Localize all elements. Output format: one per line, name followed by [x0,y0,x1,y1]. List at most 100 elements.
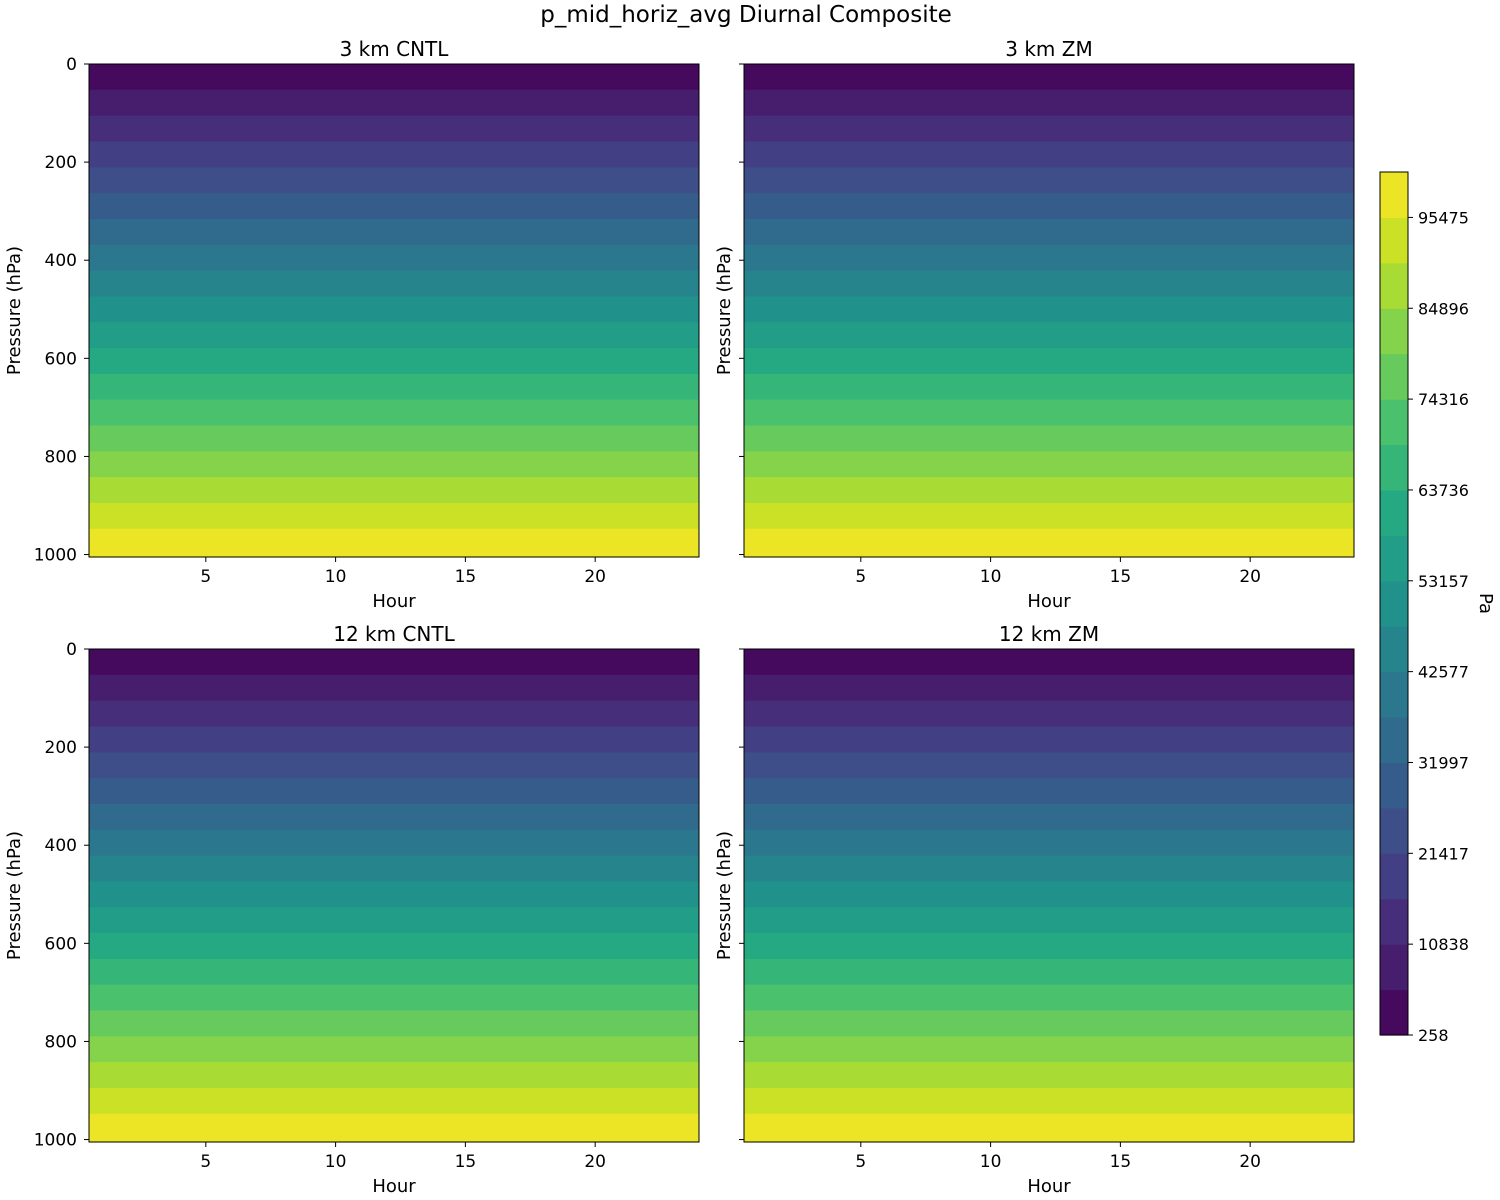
y-tick-label: 600 [45,349,77,369]
contour-band [89,193,699,220]
contour-band [89,752,699,779]
y-axis-label: Pressure (hPa) [4,831,25,960]
panel-title: 12 km CNTL [333,622,455,646]
x-tick-label: 15 [455,567,477,587]
contour-band [744,244,1354,272]
contour-band [89,700,699,728]
colorbar-tick-label: 53157 [1418,572,1469,591]
x-tick-label: 5 [855,1152,866,1172]
x-tick-label: 5 [855,567,866,587]
y-tick-label: 800 [45,447,77,467]
contour-band [89,829,699,857]
contour-band [744,270,1354,297]
x-axis-label: Hour [372,591,416,612]
contour-band [89,649,699,676]
colorbar-label: Pa [1475,593,1496,614]
contour-band [89,932,699,960]
x-axis-label: Hour [372,1176,416,1197]
y-tick-label: 1000 [34,1131,77,1151]
contour-band [744,218,1354,246]
colorbar-tick-label: 31997 [1418,753,1469,772]
x-tick-label: 15 [455,1152,477,1172]
colorbar-frame [1379,171,1409,1036]
panel-4: 12 km ZM 5 10 15 20 Hour Pressure (hPa) [714,622,1355,1197]
axes-frame [743,63,1355,558]
contour-band [744,778,1354,805]
colorbar-band [1380,717,1408,764]
contour-band [744,829,1354,857]
contour-band [744,1062,1354,1089]
contour-band [744,296,1354,323]
contour-band [89,1010,699,1037]
contour-band [744,347,1354,375]
contour-band [89,1113,699,1143]
colorbar-band [1380,762,1408,809]
contour-band [89,115,699,143]
axes-frame [88,63,700,558]
colorbar-tick-label: 21417 [1418,844,1469,863]
contour-band [89,89,699,117]
colorbar-band [1380,308,1408,355]
colorbar-band [1380,626,1408,673]
panel-3: 12 km CNTL 5 10 15 20 Hour 0 200 400 600 800 1000 Pr… [4,622,700,1197]
colorbar-band [1380,489,1408,536]
contour-band [89,399,699,427]
y-tick-label: 400 [45,836,77,856]
x-tick-label: 15 [1110,1152,1132,1172]
x-tick-label: 20 [584,567,606,587]
panel-title: 3 km CNTL [340,37,450,61]
colorbar-tick-label: 42577 [1418,663,1469,682]
x-tick-label: 10 [980,567,1002,587]
x-tick-label: 10 [980,1152,1002,1172]
colorbar-band [1380,853,1408,900]
x-tick-label: 20 [1239,567,1261,587]
panel-2: 3 km ZM 5 10 15 20 Hour Pressure (hPa) [714,37,1355,612]
colorbar-tick-label: 84896 [1418,299,1469,318]
y-tick-label: 800 [45,1032,77,1052]
contour-band [744,425,1354,452]
contour-band [89,425,699,452]
y-tick-label: 0 [66,640,77,660]
x-tick-label: 15 [1110,567,1132,587]
contour-band [744,649,1354,676]
colorbar-tick-label: 258 [1418,1026,1449,1045]
colorbar-band [1380,807,1408,854]
contour-band [89,778,699,805]
contour-band [744,700,1354,728]
contour-band [744,373,1354,401]
axes-frame [743,648,1355,1143]
contour-band [89,218,699,246]
contour-band [744,1036,1354,1063]
contour-band [89,167,699,194]
contour-band [744,932,1354,960]
contour-band [89,502,699,530]
contour-band [744,984,1354,1012]
contour-band [744,907,1354,934]
contour-band [89,984,699,1012]
x-tick-label: 10 [325,567,347,587]
contour-band [89,726,699,753]
y-tick-label: 400 [45,251,77,271]
colorbar-band [1380,172,1408,219]
colorbar-band [1380,217,1408,264]
colorbar: 258 10838 21417 31997 42577 53157 63736 74316 84… [1379,171,1496,1045]
contour-band [744,502,1354,530]
contour-band [744,674,1354,702]
panel-title: 3 km ZM [1005,37,1092,61]
contour-band [89,296,699,323]
contour-band [89,270,699,297]
colorbar-band [1380,671,1408,718]
contour-band [89,907,699,934]
contour-band [744,855,1354,882]
contour-band [89,881,699,908]
contour-band [744,726,1354,753]
contour-band [744,1010,1354,1037]
contour-band [89,64,699,91]
contour-band [89,451,699,478]
contour-band [744,89,1354,117]
y-tick-label: 600 [45,934,77,954]
colorbar-band [1380,898,1408,945]
x-tick-label: 5 [200,1152,211,1172]
